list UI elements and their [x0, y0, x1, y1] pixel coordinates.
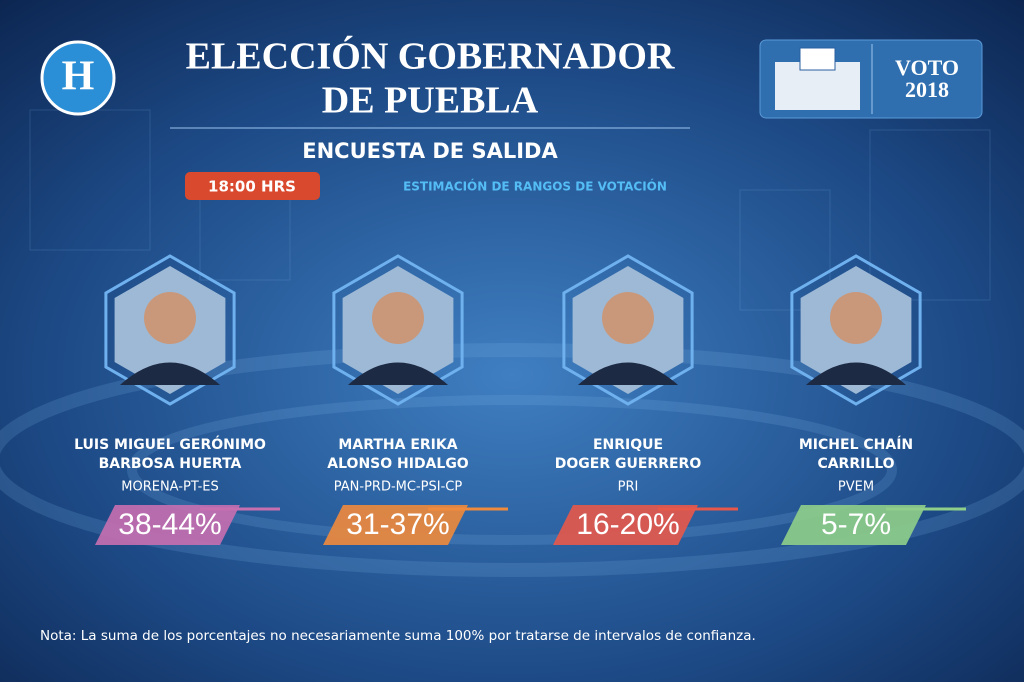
portrait-body [348, 362, 448, 385]
portrait-body [120, 362, 220, 385]
candidate-name: ENRIQUE [593, 437, 663, 453]
time-pill [185, 172, 320, 200]
logo-letter: H [62, 54, 95, 100]
hex-frame [790, 254, 922, 406]
hex-frame [562, 254, 694, 406]
candidate-name: ALONSO HIDALGO [327, 456, 469, 472]
range: 31-37% [346, 508, 449, 541]
portrait-head [830, 292, 882, 344]
caption: ESTIMACIÓN DE RANGOS DE VOTACIÓN [403, 179, 667, 194]
badge-text: VOTO [895, 55, 959, 80]
party: MORENA-PT-ES [121, 480, 218, 495]
range-badge [553, 505, 698, 545]
title: ELECCIÓN GOBERNADOR [186, 36, 675, 78]
candidate-name: BARBOSA HUERTA [99, 456, 242, 472]
range-badge [323, 505, 468, 545]
candidate-name: DOGER GUERRERO [555, 456, 702, 472]
party: PRI [618, 480, 639, 495]
subtitle: ENCUESTA DE SALIDA [302, 139, 558, 163]
portrait-body [806, 362, 906, 385]
decor [0, 109, 1024, 577]
ballot [799, 47, 836, 71]
candidate-name: LUIS MIGUEL GERÓNIMO [74, 435, 266, 453]
range: 5-7% [821, 508, 891, 541]
portrait-head [144, 292, 196, 344]
logo [40, 40, 116, 116]
footnote: Nota: La suma de los porcentajes no nece… [40, 628, 756, 644]
range-badge [781, 505, 926, 545]
title: DE PUEBLA [322, 80, 539, 122]
range-badge [95, 505, 240, 545]
portrait-head [372, 292, 424, 344]
hex-frame [104, 254, 236, 406]
candidate-name: MARTHA ERIKA [338, 437, 457, 453]
time: 18:00 HRS [208, 178, 296, 196]
portrait-body [578, 362, 678, 385]
party: PVEM [838, 480, 874, 495]
candidate-name: CARRILLO [817, 456, 894, 472]
party: PAN-PRD-MC-PSI-CP [334, 480, 463, 495]
portrait-head [602, 292, 654, 344]
range: 16-20% [576, 508, 679, 541]
candidate-name: MICHEL CHAÍN [799, 436, 913, 453]
range: 38-44% [118, 508, 221, 541]
badge-text: 2018 [905, 77, 949, 102]
hex-frame [332, 254, 464, 406]
